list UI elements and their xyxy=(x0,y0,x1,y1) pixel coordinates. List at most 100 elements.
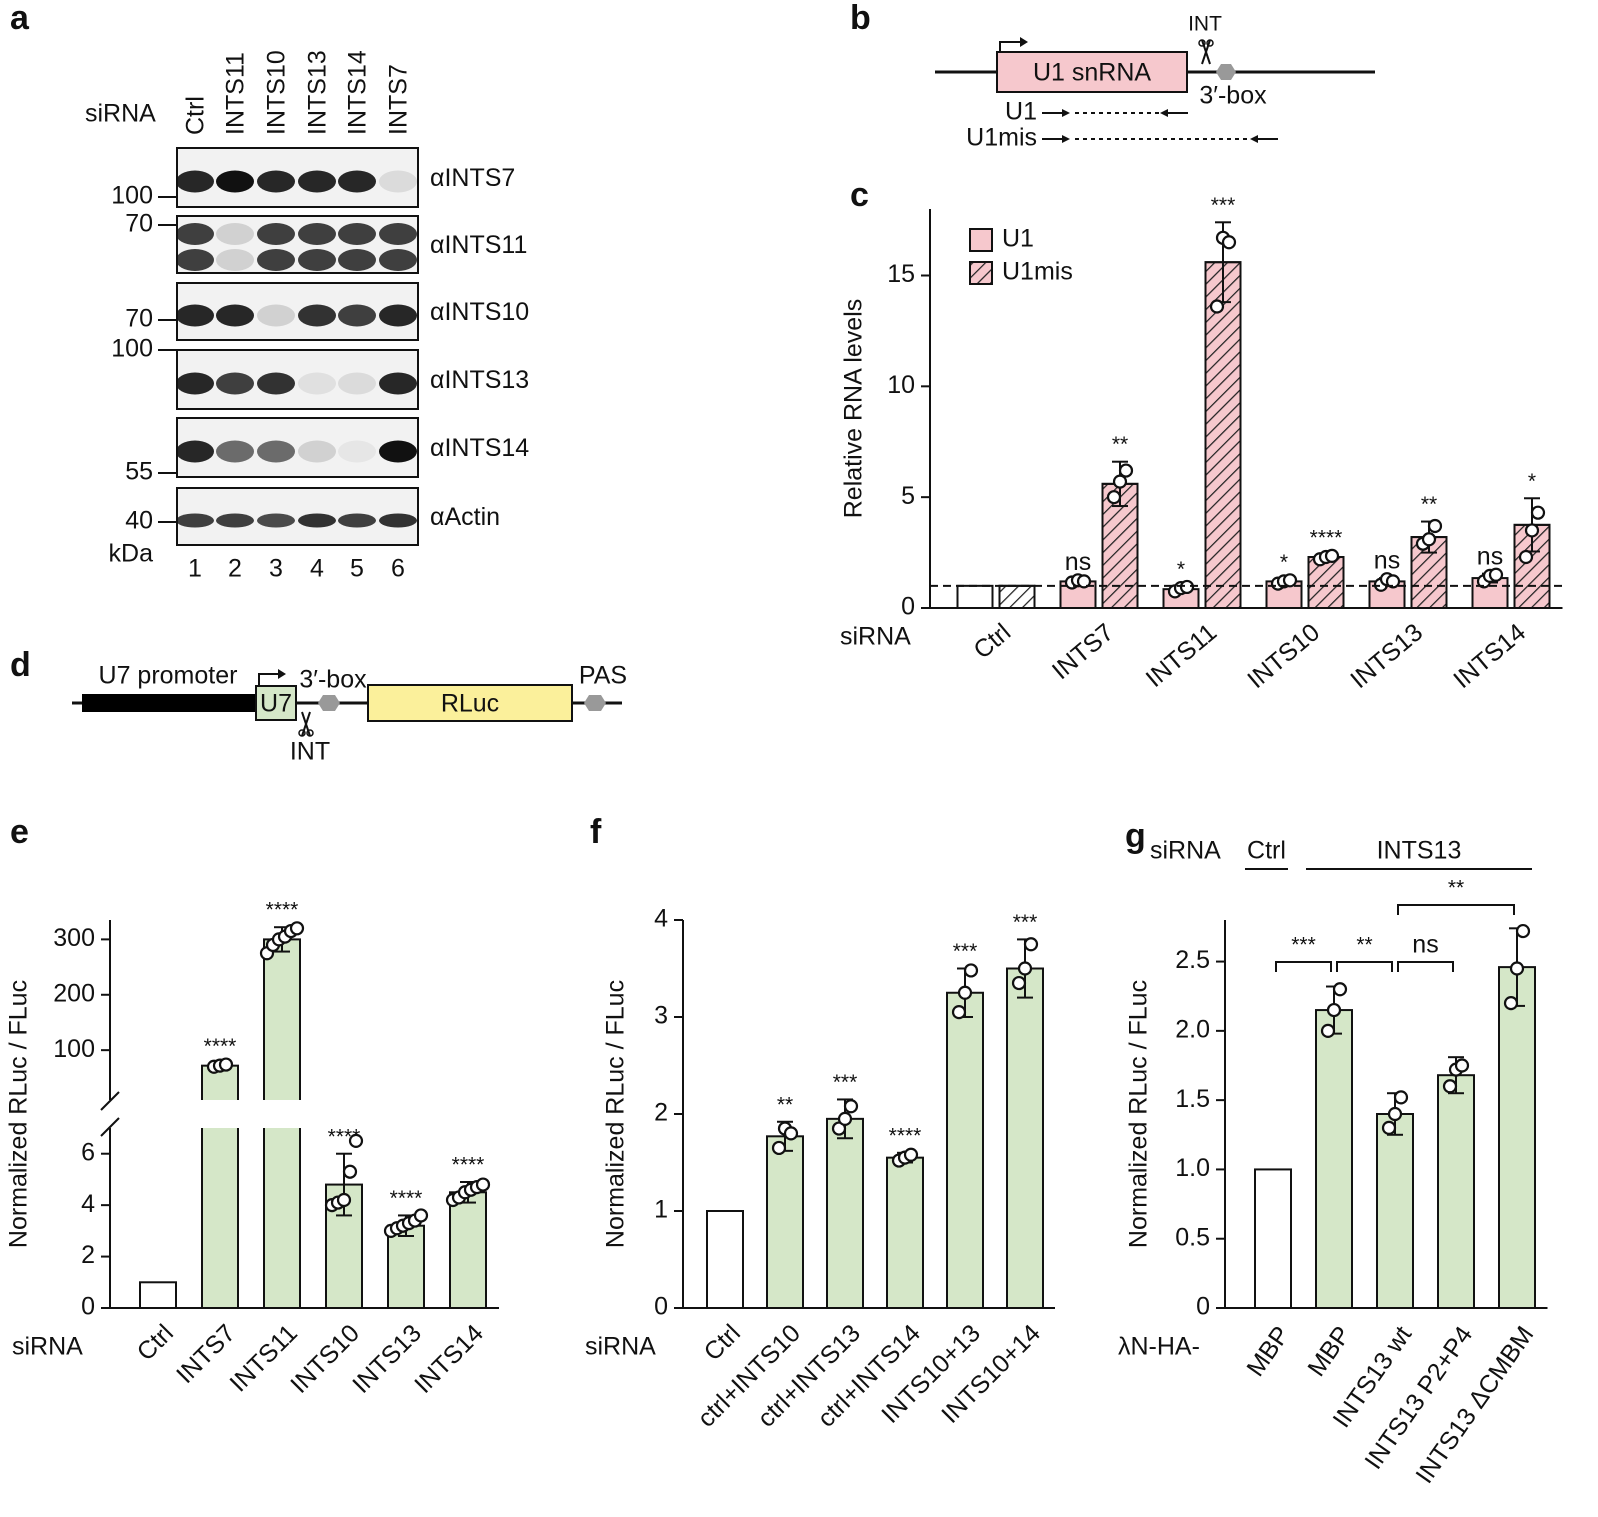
data-point xyxy=(1381,1120,1397,1135)
blot-band xyxy=(379,223,417,245)
data-point xyxy=(1503,996,1519,1011)
sirna-label: siRNA xyxy=(85,100,156,128)
significance: *** xyxy=(1211,194,1236,217)
significance: *** xyxy=(1013,911,1038,934)
blot-panel xyxy=(176,487,419,546)
significance: * xyxy=(1528,470,1536,493)
data-point xyxy=(837,1111,853,1126)
data-point xyxy=(1442,1079,1458,1094)
y-tick-label: 300 xyxy=(53,924,95,952)
lane-label: INTS14 xyxy=(344,50,372,135)
legend-hatch xyxy=(969,261,993,285)
bar xyxy=(826,1117,864,1309)
significance: *** xyxy=(953,940,978,963)
pas-label: PAS xyxy=(579,662,627,690)
pas-element xyxy=(584,695,606,711)
bar-hatch xyxy=(998,584,1036,609)
blot-band xyxy=(298,223,336,245)
blot-band xyxy=(216,513,254,528)
gene-label: U7 xyxy=(260,690,292,718)
blot-band xyxy=(216,170,254,193)
promoter-label: U7 promoter xyxy=(99,662,238,690)
blot-band xyxy=(176,440,214,463)
blot-band xyxy=(216,249,254,271)
bar xyxy=(1315,1009,1353,1309)
data-point xyxy=(1017,961,1033,976)
data-point xyxy=(1106,490,1122,505)
legend-swatch xyxy=(969,228,993,252)
blot-band xyxy=(379,440,417,463)
lane-number: 3 xyxy=(269,555,283,583)
x-tick-label: Ctrl xyxy=(968,618,1016,664)
y-tick-label: 4 xyxy=(654,905,668,933)
scissors xyxy=(1198,39,1214,65)
data-point xyxy=(348,1133,364,1148)
comparison-label: ns xyxy=(1412,931,1438,959)
tss-arrow-head xyxy=(278,669,286,679)
blot-band xyxy=(176,223,214,245)
panel-label: g xyxy=(1125,817,1146,855)
reporter-box xyxy=(367,684,573,722)
lane-label: Ctrl xyxy=(182,96,210,135)
bar xyxy=(706,1210,744,1309)
blot-band xyxy=(257,223,295,245)
y-tick-label: 0 xyxy=(1196,1293,1210,1321)
blot-band xyxy=(216,304,254,327)
legend-label: U1mis xyxy=(1002,258,1073,286)
lane-number: 2 xyxy=(228,555,242,583)
data-point xyxy=(1324,548,1340,564)
blot-band xyxy=(257,249,295,271)
significance: **** xyxy=(390,1187,423,1210)
significance: *** xyxy=(833,1071,858,1094)
y-tick-label: 100 xyxy=(53,1035,95,1063)
blot-band xyxy=(216,440,254,463)
site-label: INT xyxy=(290,738,330,766)
comparison-label: *** xyxy=(1291,934,1316,957)
bar-hatch xyxy=(1204,261,1242,609)
data-point xyxy=(289,921,305,936)
antibody-label: αActin xyxy=(430,503,500,531)
x-axis-label: λN-HA- xyxy=(1118,1333,1200,1361)
gene-box xyxy=(996,51,1188,93)
gene-box xyxy=(255,685,297,721)
tss-arrow xyxy=(999,41,1022,52)
marker-label: 70 xyxy=(125,210,153,238)
data-point xyxy=(1518,549,1534,565)
data-point xyxy=(1332,982,1348,997)
significance: **** xyxy=(452,1154,485,1177)
blot-band xyxy=(379,304,417,327)
blot-band xyxy=(379,249,417,271)
y-tick-label: 0 xyxy=(654,1293,668,1321)
antibody-label: αINTS14 xyxy=(430,434,529,462)
site-label: INT xyxy=(1188,13,1222,36)
marker-label: 100 xyxy=(111,335,153,363)
marker-label: 100 xyxy=(111,182,153,210)
blot-panel xyxy=(176,417,419,478)
panel-label: b xyxy=(850,0,871,37)
significance: ns xyxy=(1065,548,1091,576)
data-point xyxy=(1524,523,1540,538)
y-axis-label: Relative RNA levels xyxy=(840,299,868,519)
axis-break xyxy=(100,1091,120,1111)
y-tick-label: 0 xyxy=(901,593,915,621)
data-point xyxy=(1530,505,1546,520)
bar xyxy=(766,1135,804,1310)
x-tick-label: INTS13 xyxy=(1345,618,1428,694)
data-point xyxy=(963,963,979,978)
marker-label: 40 xyxy=(125,507,153,535)
data-point xyxy=(1488,567,1504,582)
blot-band xyxy=(257,170,295,193)
tss-arrow-head xyxy=(1020,37,1028,47)
blot-band xyxy=(379,372,417,395)
y-tick-label: 1.0 xyxy=(1175,1154,1210,1182)
data-point xyxy=(1427,518,1443,534)
comparison-bracket xyxy=(1397,961,1454,972)
data-point xyxy=(1385,574,1401,589)
x-tick-label: MBP xyxy=(1241,1321,1295,1381)
blot-band xyxy=(176,170,214,193)
panel-label: c xyxy=(850,176,869,214)
significance: **** xyxy=(889,1124,922,1147)
bar xyxy=(886,1156,924,1310)
blot-band xyxy=(176,372,214,395)
x-axis-label: siRNA xyxy=(585,1333,656,1361)
